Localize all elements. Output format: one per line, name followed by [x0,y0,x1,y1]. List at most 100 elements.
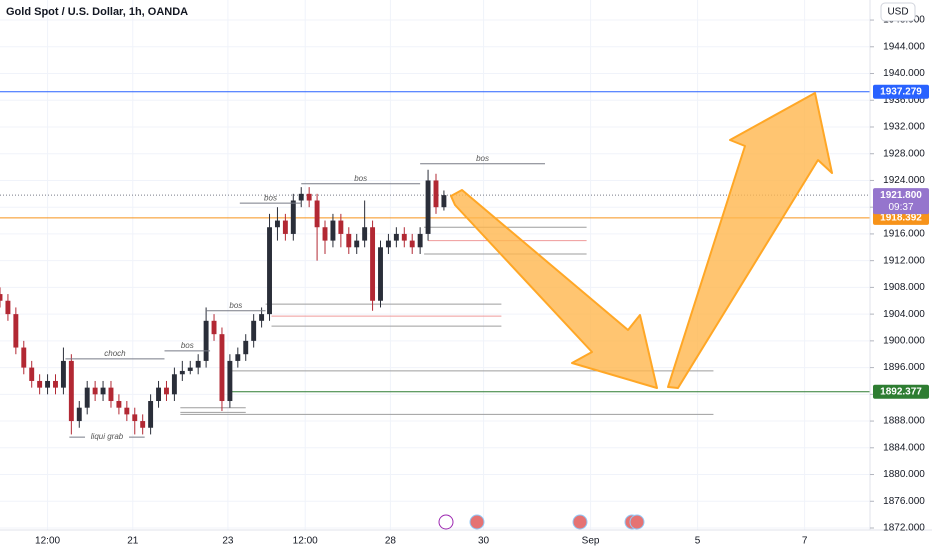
annotation-label: bos [229,301,242,310]
annotation-label: bos [264,193,277,202]
candle-body [53,380,58,388]
countdown-label: 09:37 [888,202,913,213]
candle-body [306,193,312,201]
candle-body [282,220,288,234]
x-tick-label: 7 [802,536,808,547]
candle-body [259,314,265,321]
candle-body [171,374,177,395]
candle-body [417,233,423,248]
y-tick-label: 1884.000 [883,442,925,453]
y-tick-label: 1932.000 [883,122,925,133]
y-tick-label: 1904.000 [883,309,925,320]
candle-body [235,354,241,361]
y-tick-label: 1900.000 [883,335,925,346]
chart-title: Gold Spot / U.S. Dollar, 1h, OANDA [6,6,188,18]
price-label-bg [873,84,929,99]
x-tick-label: 30 [478,536,490,547]
candle-body [45,380,51,388]
candle-body [251,320,257,341]
candles [0,169,447,435]
candle-body [385,240,391,248]
y-tick-label: 1924.000 [883,175,925,186]
candle-body [425,180,431,234]
y-tick-label: 1912.000 [883,255,925,266]
candle-body [116,401,122,408]
candle-body [393,233,399,241]
event-icons [438,514,645,530]
candle-body [100,387,106,395]
y-tick-label: 1880.000 [883,469,925,480]
price-label: 1892.377 [880,386,922,397]
candle-body [370,227,376,301]
candle-body [354,240,360,248]
price-label: 1937.279 [880,86,922,97]
event-icon [629,514,645,530]
axes: 1872.000 1876.000 1880.000 1884.000 1888.000… [35,15,929,547]
candle-body [140,421,146,428]
candle-body [60,360,66,388]
candle-body [274,220,280,228]
candle-body [156,387,161,402]
x-tick-label: 21 [127,536,139,547]
x-tick-label: 23 [222,536,234,547]
candle-body [227,360,233,402]
event-icon [438,514,454,530]
candle-body [5,300,11,315]
x-tick-label: 5 [695,536,701,547]
y-tick-label: 1936.000 [883,95,925,106]
candle-body [378,247,383,301]
candle-body [108,387,114,402]
candle-body [219,334,225,402]
y-tick-label: 1908.000 [883,282,925,293]
candle-body [84,387,90,408]
price-label: 1918.392 [880,213,922,224]
candle-body [148,401,154,428]
y-tick-label: 1872.000 [883,523,925,534]
candle-body [124,407,130,415]
y-tick-label: 1876.000 [883,496,925,507]
candle-body [203,320,209,361]
candle-body [362,227,368,241]
candle-body [187,367,193,371]
candle-body [346,233,352,248]
candle-body [243,340,249,355]
candle-body [338,220,344,234]
candle-body [21,347,27,368]
annotation-label: bos [181,341,194,350]
annotation-bg [85,432,130,443]
candle-body [132,414,138,422]
y-tick-label: 1888.000 [883,416,925,427]
annotation-label: choch [104,349,126,358]
annotations: bos bos bos bos bos choch liqui grab [65,154,545,443]
candle-body [298,193,304,201]
candle-body [211,320,217,335]
candle-body [314,200,320,228]
currency-button[interactable] [880,2,916,22]
price-label-bg [873,384,929,399]
candle-body [68,360,74,422]
candle-body [13,314,19,348]
annotation-label: liqui grab [91,432,124,441]
y-tick-label: 1940.000 [883,68,925,79]
candle-body [195,360,201,368]
candle-body [92,387,98,395]
candle-body [164,387,169,395]
price-label-bg [873,210,929,225]
up-arrow [667,92,833,389]
x-tick-label: 12:00 [293,536,318,547]
event-icon [469,514,485,530]
y-tick-label: 1928.000 [883,148,925,159]
candle-body [401,233,407,241]
candle-body [76,407,82,422]
annotation-label: bos [476,154,489,163]
candle-body [0,294,3,301]
annotation-label: bos [354,174,367,183]
y-tick-label: 1896.000 [883,362,925,373]
candle-body [433,180,439,208]
down-arrow [450,189,658,389]
candle-body [290,200,296,234]
candle-body [267,227,272,315]
candle-body [409,240,415,248]
candle-body [179,370,185,375]
